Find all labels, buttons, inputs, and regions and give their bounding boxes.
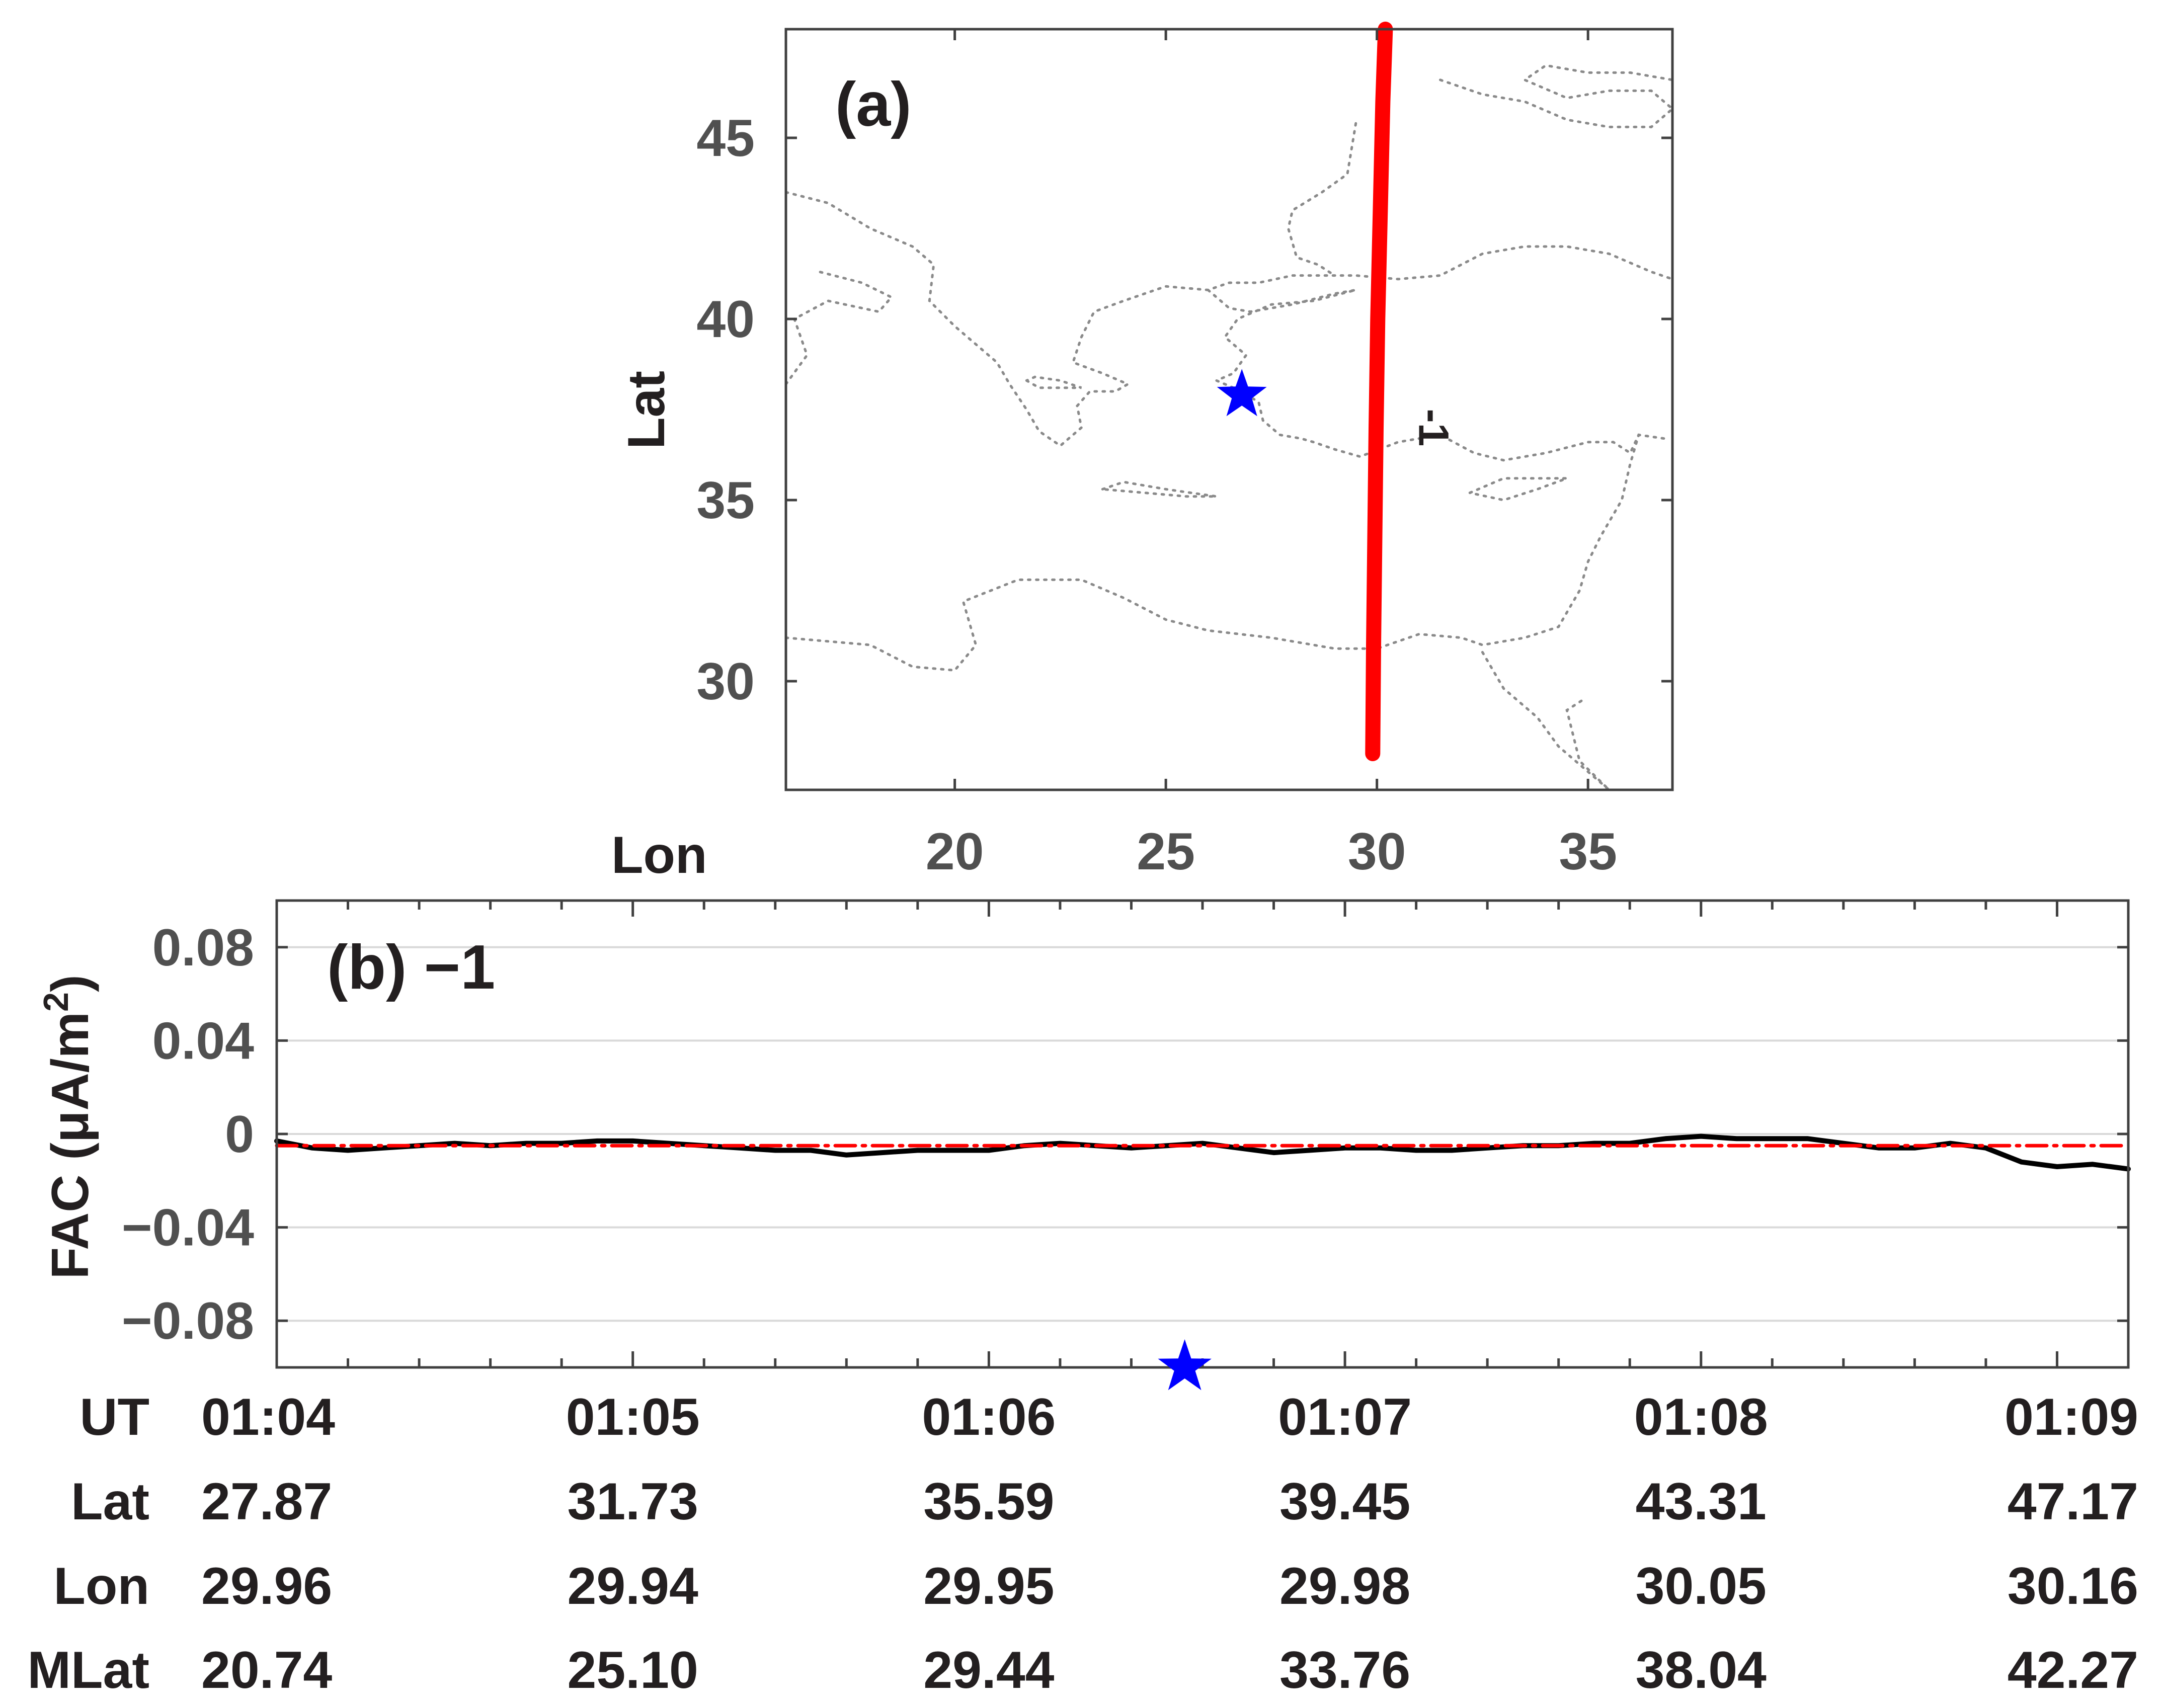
row-value: 30.05 — [1636, 1557, 1767, 1615]
row-label: UT — [79, 1388, 149, 1446]
fac-y-axis-sup: 2 — [36, 992, 75, 1012]
row-value: 43.31 — [1636, 1473, 1767, 1531]
coastlines — [784, 64, 1674, 791]
x-tick-label: 20 — [926, 823, 984, 881]
track-line — [1365, 22, 1393, 761]
row-value: 47.17 — [2008, 1473, 2138, 1531]
row-value: 35.59 — [923, 1473, 1054, 1531]
map-ticks: 20 25 30 35 30 35 40 45 — [696, 29, 1672, 881]
row-value: 38.04 — [1636, 1641, 1767, 1699]
y-tick-label: −0.08 — [122, 1292, 254, 1350]
coastline-8 — [1287, 122, 1357, 277]
row-value: 29.95 — [923, 1557, 1054, 1615]
row-value: 39.45 — [1279, 1473, 1410, 1531]
coastline-4 — [1025, 375, 1082, 389]
event-star-icon — [1158, 1339, 1212, 1391]
fac-y-axis-close: ) — [41, 974, 100, 992]
row-value: 27.87 — [201, 1473, 332, 1531]
fac-y-axis-label: FAC (μA/m2) — [36, 974, 100, 1279]
row-value: 29.94 — [568, 1557, 698, 1615]
fac-gridlines — [277, 946, 2128, 1322]
y-tick-label: 35 — [696, 471, 755, 530]
panel-b-label: (b) −1 — [327, 933, 495, 1002]
fac-series — [274, 1133, 2131, 1172]
x-tick-label: 30 — [1348, 823, 1406, 881]
map-x-axis-label: Lon — [611, 826, 707, 884]
y-tick-label: −0.04 — [122, 1199, 254, 1257]
satellite-track — [1365, 22, 1393, 761]
row-value: 33.76 — [1279, 1641, 1410, 1699]
orbit-table: UT 01:04 01:05 01:06 01:07 01:08 01:09 Lat 27.87… — [27, 1388, 2138, 1699]
coastline-6 — [1468, 477, 1568, 502]
y-tick-label: 0.04 — [152, 1012, 255, 1070]
x-tick-label: 35 — [1559, 823, 1617, 881]
coastline-7 — [1439, 64, 1674, 128]
fac-line — [274, 1133, 2131, 1172]
epicenter-icon — [1217, 369, 1267, 417]
fac-y-axis-text: FAC (μA/m — [41, 1012, 100, 1279]
coastline-9 — [1481, 650, 1610, 791]
fac-panel: 0.08 0.04 0 −0.04 −0.08 (b) −1 FAC (μA/m2) U… — [27, 899, 2138, 1699]
row-value: 29.96 — [201, 1557, 332, 1615]
coastline-2 — [784, 270, 894, 386]
row-value: 30.16 — [2008, 1557, 2138, 1615]
row-value: 01:08 — [1634, 1388, 1768, 1446]
track-label: -1 — [1410, 409, 1458, 447]
row-value: 31.73 — [568, 1473, 698, 1531]
map-y-axis-label: Lat — [617, 371, 676, 449]
row-value: 42.27 — [2008, 1641, 2138, 1699]
row-label: Lon — [53, 1557, 149, 1615]
row-label: MLat — [27, 1641, 149, 1699]
y-tick-label: 45 — [696, 109, 755, 168]
map-panel: 20 25 30 35 30 35 40 45 (a) Lat Lon -1 — [611, 22, 1674, 884]
coastline-3 — [1207, 288, 1665, 462]
row-value: 25.10 — [568, 1641, 698, 1699]
x-tick-label: 25 — [1137, 823, 1195, 881]
row-value: 20.74 — [201, 1641, 332, 1699]
coastline-0 — [784, 433, 1640, 672]
event-star — [1158, 1339, 1212, 1391]
y-tick-label: 40 — [696, 290, 755, 349]
row-label: Lat — [71, 1473, 149, 1531]
coastline-5 — [1101, 480, 1217, 498]
epicenter-star — [1217, 369, 1267, 417]
row-value: 01:09 — [2005, 1388, 2138, 1446]
y-tick-label: 0 — [225, 1105, 254, 1164]
row-value: 29.98 — [1279, 1557, 1410, 1615]
row-value: 01:05 — [566, 1388, 700, 1446]
coastline-1 — [784, 191, 1674, 448]
panel-a-label: (a) — [835, 70, 912, 139]
y-tick-label: 0.08 — [152, 919, 254, 977]
row-value: 01:06 — [922, 1388, 1056, 1446]
map-axes-frame — [784, 28, 1674, 791]
fac-ticks: 0.08 0.04 0 −0.04 −0.08 — [122, 901, 2130, 1367]
row-value: 01:04 — [201, 1388, 335, 1446]
row-value: 01:07 — [1278, 1388, 1412, 1446]
row-value: 29.44 — [923, 1641, 1054, 1699]
y-tick-label: 30 — [696, 653, 755, 711]
